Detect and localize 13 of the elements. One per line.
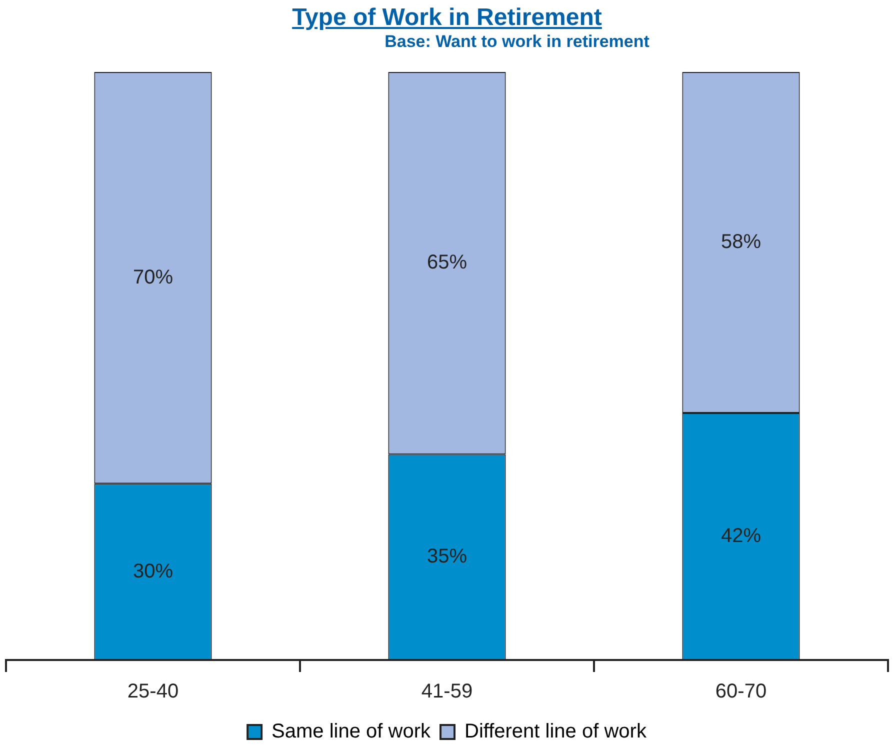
data-label: 70% xyxy=(132,266,174,288)
data-label: 42% xyxy=(720,525,762,548)
data-label: 30% xyxy=(132,560,174,582)
data-label: 58% xyxy=(720,231,762,254)
data-label: 35% xyxy=(426,546,468,568)
x-tick-label: 41-59 xyxy=(421,680,473,703)
legend-label: Same line of work xyxy=(272,720,432,743)
chart-subtitle: Base: Want to work in retirement xyxy=(384,32,650,52)
data-label: 65% xyxy=(426,252,468,274)
x-tick-label: 25-40 xyxy=(127,680,179,703)
x-tick-label: 60-70 xyxy=(715,680,767,703)
chart-title: Type of Work in Retirement xyxy=(291,4,603,32)
legend-label: Different line of work xyxy=(464,720,648,743)
